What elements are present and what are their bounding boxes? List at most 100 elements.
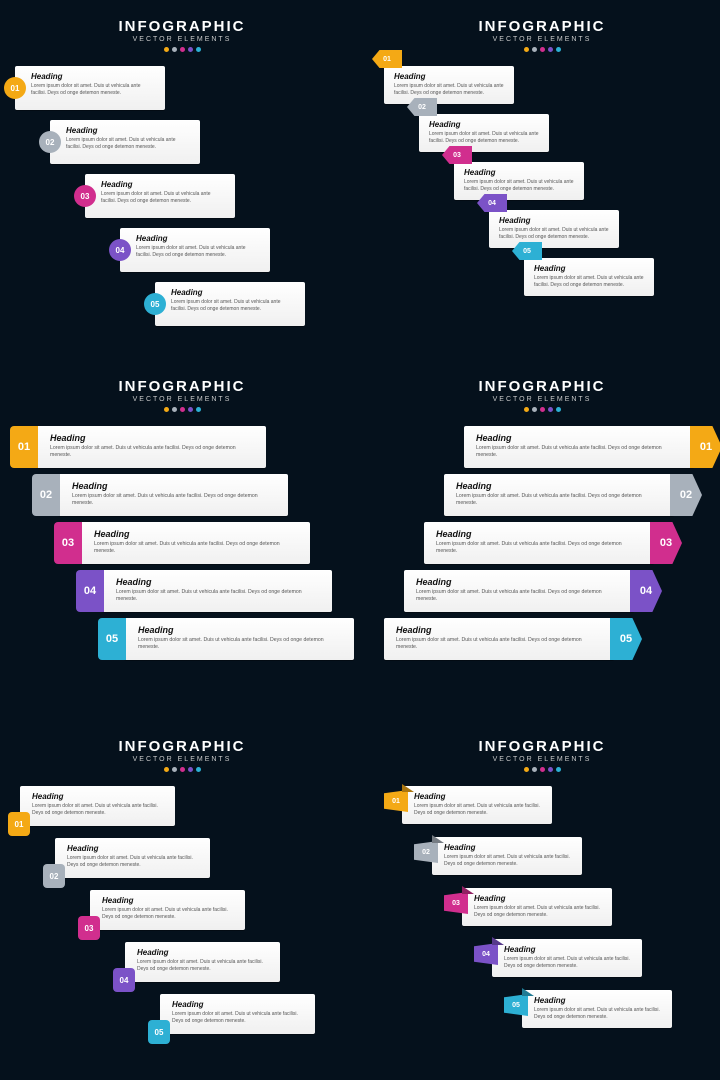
step-badge: 02 [670,474,702,516]
panel-5: INFOGRAPHIC VECTOR ELEMENTS 01HeadingLor… [0,720,364,1080]
step-body: Lorem ipsum dolor sit amet. Duis ut vehi… [476,445,680,459]
step-body: Lorem ipsum dolor sit amet. Duis ut vehi… [444,854,572,868]
step-heading: Heading [138,625,344,635]
step-body: Lorem ipsum dolor sit amet. Duis ut vehi… [72,493,278,507]
panel-6: INFOGRAPHIC VECTOR ELEMENTS 01HeadingLor… [364,720,720,1080]
subtitle: VECTOR ELEMENTS [374,756,710,763]
step-card: 03HeadingLorem ipsum dolor sit amet. Dui… [454,162,584,200]
step-card: 05HeadingLorem ipsum dolor sit amet. Dui… [124,618,354,660]
palette-dots [374,47,710,52]
step-heading: Heading [414,792,542,801]
step-body: Lorem ipsum dolor sit amet. Duis ut vehi… [32,803,165,817]
step-card: 02HeadingLorem ipsum dolor sit amet. Dui… [50,120,200,164]
title: INFOGRAPHIC [374,18,710,35]
step-body: Lorem ipsum dolor sit amet. Duis ut vehi… [474,905,602,919]
step-heading: Heading [464,168,574,177]
panel-header: INFOGRAPHIC VECTOR ELEMENTS [10,738,354,772]
step-body: Lorem ipsum dolor sit amet. Duis ut vehi… [504,956,632,970]
step-badge: 02 [39,131,61,153]
step-card: 02HeadingLorem ipsum dolor sit amet. Dui… [55,838,210,878]
subtitle: VECTOR ELEMENTS [374,396,710,403]
step-heading: Heading [137,948,270,957]
step-ribbon: 02 [414,841,438,863]
step-ribbon: 01 [384,790,408,812]
step-card: 01HeadingLorem ipsum dolor sit amet. Dui… [384,66,514,104]
step-card: 02HeadingLorem ipsum dolor sit amet. Dui… [58,474,288,516]
step-card: 01HeadingLorem ipsum dolor sit amet. Dui… [402,786,552,824]
step-badge: 02 [32,474,60,516]
step-body: Lorem ipsum dolor sit amet. Duis ut vehi… [66,137,190,151]
step-badge: 04 [630,570,662,612]
palette-dots [10,47,354,52]
step-heading: Heading [101,180,225,189]
panel-header: INFOGRAPHIC VECTOR ELEMENTS [10,18,354,52]
title: INFOGRAPHIC [10,378,354,395]
step-arrow: 04 [477,194,507,212]
panel-header: INFOGRAPHIC VECTOR ELEMENTS [10,378,354,412]
step-heading: Heading [116,577,322,587]
step-heading: Heading [102,896,235,905]
step-badge: 04 [76,570,104,612]
step-heading: Heading [436,529,640,539]
step-card: 03HeadingLorem ipsum dolor sit amet. Dui… [90,890,245,930]
step-card: 03HeadingLorem ipsum dolor sit amet. Dui… [462,888,612,926]
step-body: Lorem ipsum dolor sit amet. Duis ut vehi… [101,191,225,205]
panel-2: INFOGRAPHIC VECTOR ELEMENTS 01HeadingLor… [364,0,720,360]
panel-header: INFOGRAPHIC VECTOR ELEMENTS [374,738,710,772]
step-body: Lorem ipsum dolor sit amet. Duis ut vehi… [136,245,260,259]
step-body: Lorem ipsum dolor sit amet. Duis ut vehi… [534,1007,662,1021]
step-badge: 03 [78,916,100,940]
step-heading: Heading [94,529,300,539]
step-body: Lorem ipsum dolor sit amet. Duis ut vehi… [138,637,344,651]
step-card: 04HeadingLorem ipsum dolor sit amet. Dui… [125,942,280,982]
step-body: Lorem ipsum dolor sit amet. Duis ut vehi… [416,589,620,603]
step-heading: Heading [474,894,602,903]
step-body: Lorem ipsum dolor sit amet. Duis ut vehi… [50,445,256,459]
step-card: 03HeadingLorem ipsum dolor sit amet. Dui… [85,174,235,218]
step-badge: 03 [650,522,682,564]
step-arrow: 05 [512,242,542,260]
panel-header: INFOGRAPHIC VECTOR ELEMENTS [374,18,710,52]
subtitle: VECTOR ELEMENTS [374,36,710,43]
step-heading: Heading [171,288,295,297]
step-heading: Heading [67,844,200,853]
step-heading: Heading [444,843,572,852]
infographic-grid: INFOGRAPHIC VECTOR ELEMENTS 01HeadingLor… [0,0,720,1080]
step-card: 04HeadingLorem ipsum dolor sit amet. Dui… [102,570,332,612]
subtitle: VECTOR ELEMENTS [10,756,354,763]
step-card: 04HeadingLorem ipsum dolor sit amet. Dui… [492,939,642,977]
step-badge: 05 [98,618,126,660]
step-card: 01HeadingLorem ipsum dolor sit amet. Dui… [20,786,175,826]
panel-4: INFOGRAPHIC VECTOR ELEMENTS 01HeadingLor… [364,360,720,720]
panel-1: INFOGRAPHIC VECTOR ELEMENTS 01HeadingLor… [0,0,364,360]
step-ribbon: 03 [444,892,468,914]
step-card: 04HeadingLorem ipsum dolor sit amet. Dui… [120,228,270,272]
step-card: 01HeadingLorem ipsum dolor sit amet. Dui… [464,426,694,468]
step-card: 03HeadingLorem ipsum dolor sit amet. Dui… [424,522,654,564]
step-heading: Heading [429,120,539,129]
step-heading: Heading [534,264,644,273]
step-card: 05HeadingLorem ipsum dolor sit amet. Dui… [522,990,672,1028]
step-heading: Heading [504,945,632,954]
step-badge: 01 [4,77,26,99]
step-arrow: 01 [372,50,402,68]
step-card: 05HeadingLorem ipsum dolor sit amet. Dui… [524,258,654,296]
step-card: 01HeadingLorem ipsum dolor sit amet. Dui… [15,66,165,110]
step-body: Lorem ipsum dolor sit amet. Duis ut vehi… [171,299,295,313]
step-ribbon: 05 [504,994,528,1016]
step-body: Lorem ipsum dolor sit amet. Duis ut vehi… [499,227,609,241]
step-heading: Heading [416,577,620,587]
title: INFOGRAPHIC [374,378,710,395]
step-heading: Heading [456,481,660,491]
step-heading: Heading [396,625,600,635]
step-card: 02HeadingLorem ipsum dolor sit amet. Dui… [432,837,582,875]
step-card: 02HeadingLorem ipsum dolor sit amet. Dui… [419,114,549,152]
palette-dots [374,407,710,412]
step-arrow: 02 [407,98,437,116]
step-body: Lorem ipsum dolor sit amet. Duis ut vehi… [172,1011,305,1025]
step-card: 05HeadingLorem ipsum dolor sit amet. Dui… [155,282,305,326]
step-body: Lorem ipsum dolor sit amet. Duis ut vehi… [396,637,600,651]
step-body: Lorem ipsum dolor sit amet. Duis ut vehi… [31,83,155,97]
title: INFOGRAPHIC [10,18,354,35]
subtitle: VECTOR ELEMENTS [10,36,354,43]
